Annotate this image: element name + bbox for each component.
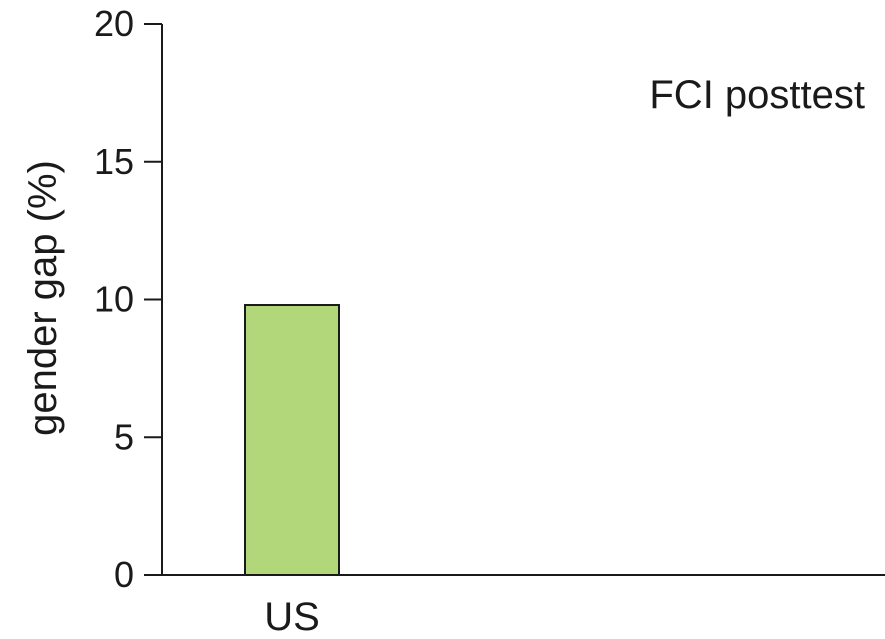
y-tick-label: 10 [94,279,134,320]
x-tick-label: US [264,595,320,639]
y-tick-label: 5 [114,416,134,457]
y-tick-label: 20 [94,3,134,44]
bars [244,304,340,576]
y-tick-label: 0 [114,554,134,595]
y-tick-label: 15 [94,141,134,182]
y-axis-label: gender gap (%) [21,160,65,436]
chart-annotation: FCI posttest [649,73,865,117]
labels: 0 5 10 15 20 US [94,3,320,639]
bar [244,304,340,576]
